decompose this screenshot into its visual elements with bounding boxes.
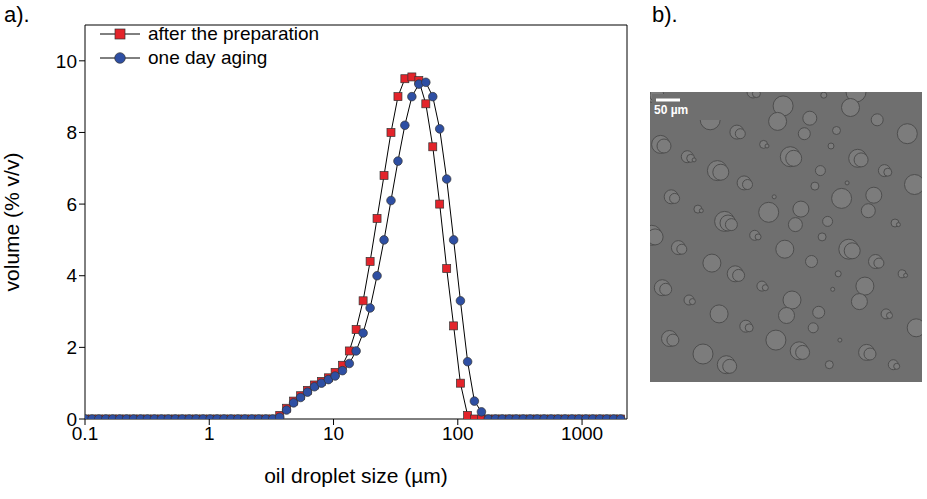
svg-text:0.1: 0.1 bbox=[71, 423, 99, 445]
html-text:one day aging: one day aging bbox=[148, 47, 268, 68]
svg-text:10: 10 bbox=[323, 423, 344, 444]
svg-text:1000: 1000 bbox=[561, 423, 603, 444]
svg-text:10: 10 bbox=[56, 51, 77, 72]
html-text:a).: a). bbox=[4, 2, 30, 27]
svg-text:2: 2 bbox=[66, 337, 77, 358]
svg-text:1: 1 bbox=[204, 423, 215, 444]
html-text:after the preparation: after the preparation bbox=[148, 23, 320, 44]
svg-text:0: 0 bbox=[66, 409, 77, 430]
svg-text:4: 4 bbox=[66, 265, 77, 286]
svg-text:volume (% v/v): volume (% v/v) bbox=[0, 153, 23, 292]
html-text:50 µm: 50 µm bbox=[654, 103, 689, 117]
html-text:b).: b). bbox=[652, 2, 678, 27]
svg-text:8: 8 bbox=[66, 122, 77, 143]
svg-text:6: 6 bbox=[66, 194, 77, 215]
svg-text:100: 100 bbox=[442, 423, 474, 444]
svg-text:oil droplet size (µm): oil droplet size (µm) bbox=[264, 464, 448, 487]
